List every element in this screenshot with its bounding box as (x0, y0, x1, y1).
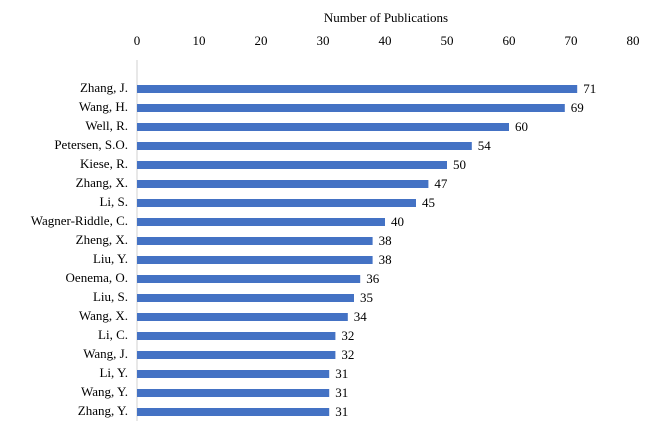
x-tick-label: 70 (565, 33, 578, 48)
bar (137, 161, 447, 169)
x-tick-label: 50 (441, 33, 454, 48)
bar (137, 408, 330, 416)
bar (137, 313, 348, 321)
bar (137, 256, 373, 264)
bar (137, 199, 416, 207)
bar (137, 351, 336, 359)
data-label: 34 (354, 309, 368, 324)
bar (137, 237, 373, 245)
x-tick-label: 30 (317, 33, 330, 48)
data-label: 40 (391, 214, 404, 229)
data-label: 45 (422, 195, 435, 210)
y-tick-label: Zheng, X. (76, 232, 128, 247)
y-tick-label: Liu, S. (93, 289, 128, 304)
data-label: 32 (341, 328, 354, 343)
data-label: 38 (379, 233, 392, 248)
y-tick-label: Wang, H. (79, 99, 128, 114)
bar (137, 389, 330, 397)
y-tick-label: Kiese, R. (80, 156, 128, 171)
y-tick-label: Wagner-Riddle, C. (31, 213, 128, 228)
data-label: 54 (478, 138, 492, 153)
y-tick-label: Petersen, S.O. (54, 137, 128, 152)
y-tick-label: Li, S. (99, 194, 128, 209)
y-tick-label: Wang, J. (83, 346, 128, 361)
bar (137, 275, 361, 283)
data-label: 69 (571, 100, 584, 115)
bar (137, 218, 385, 226)
y-tick-label: Zhang, J. (80, 80, 128, 95)
x-tick-label: 0 (134, 33, 141, 48)
x-tick-label: 20 (255, 33, 268, 48)
data-label: 31 (335, 404, 348, 419)
bar (137, 294, 354, 302)
y-tick-label: Wang, X. (79, 308, 128, 323)
bar (137, 85, 578, 93)
data-label: 60 (515, 119, 528, 134)
y-tick-label: Liu, Y. (93, 251, 128, 266)
y-tick-label: Oenema, O. (66, 270, 128, 285)
data-label: 32 (341, 347, 354, 362)
y-tick-label: Li, C. (98, 327, 128, 342)
bar (137, 370, 330, 378)
data-label: 31 (335, 366, 348, 381)
bar (137, 332, 336, 340)
bar (137, 104, 565, 112)
y-tick-label: Zhang, X. (76, 175, 128, 190)
data-label: 71 (583, 81, 596, 96)
bar (137, 142, 472, 150)
x-tick-label: 80 (627, 33, 640, 48)
data-label: 50 (453, 157, 466, 172)
x-tick-label: 10 (193, 33, 206, 48)
x-tick-label: 40 (379, 33, 392, 48)
y-tick-label: Zhang, Y. (78, 403, 128, 418)
data-label: 36 (366, 271, 380, 286)
y-tick-label: Wang, Y. (81, 384, 128, 399)
bar (137, 123, 509, 131)
data-label: 31 (335, 385, 348, 400)
data-label: 47 (434, 176, 448, 191)
y-tick-label: Li, Y. (99, 365, 128, 380)
y-tick-label: Well, R. (85, 118, 128, 133)
data-label: 38 (379, 252, 392, 267)
x-tick-label: 60 (503, 33, 516, 48)
x-axis-label: Number of Publications (324, 10, 448, 25)
data-label: 35 (360, 290, 373, 305)
bar (137, 180, 429, 188)
